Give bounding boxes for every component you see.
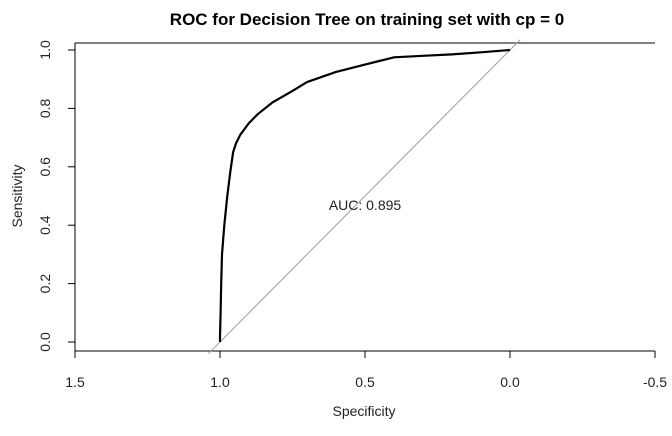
y-tick-label: 0.0 xyxy=(37,332,53,352)
diagonal-reference-line xyxy=(208,39,521,355)
roc-curve xyxy=(218,48,511,342)
x-axis-label: Specificity xyxy=(332,403,395,419)
y-tick-label: 0.8 xyxy=(37,98,53,118)
chart-title: ROC for Decision Tree on training set wi… xyxy=(170,10,564,29)
plot-area: 1.5 1.0 0.5 0.0 -0.5 0.0 0.2 0.4 0.6 0.8 1.0 AUC: 0… xyxy=(37,39,667,390)
y-tick-label: 0.6 xyxy=(37,157,53,177)
x-tick-label: 1.5 xyxy=(65,374,85,390)
x-tick-label: -0.5 xyxy=(643,374,667,390)
y-tick-label: 0.2 xyxy=(37,274,53,294)
x-tick-label: 0.5 xyxy=(355,374,375,390)
auc-annotation: AUC: 0.895 xyxy=(329,197,402,213)
x-tick-label: 0.0 xyxy=(500,374,520,390)
y-tick-label: 0.4 xyxy=(37,215,53,235)
x-tick-label: 1.0 xyxy=(210,374,230,390)
y-axis-label: Sensitivity xyxy=(9,164,25,227)
y-tick-label: 1.0 xyxy=(37,40,53,60)
